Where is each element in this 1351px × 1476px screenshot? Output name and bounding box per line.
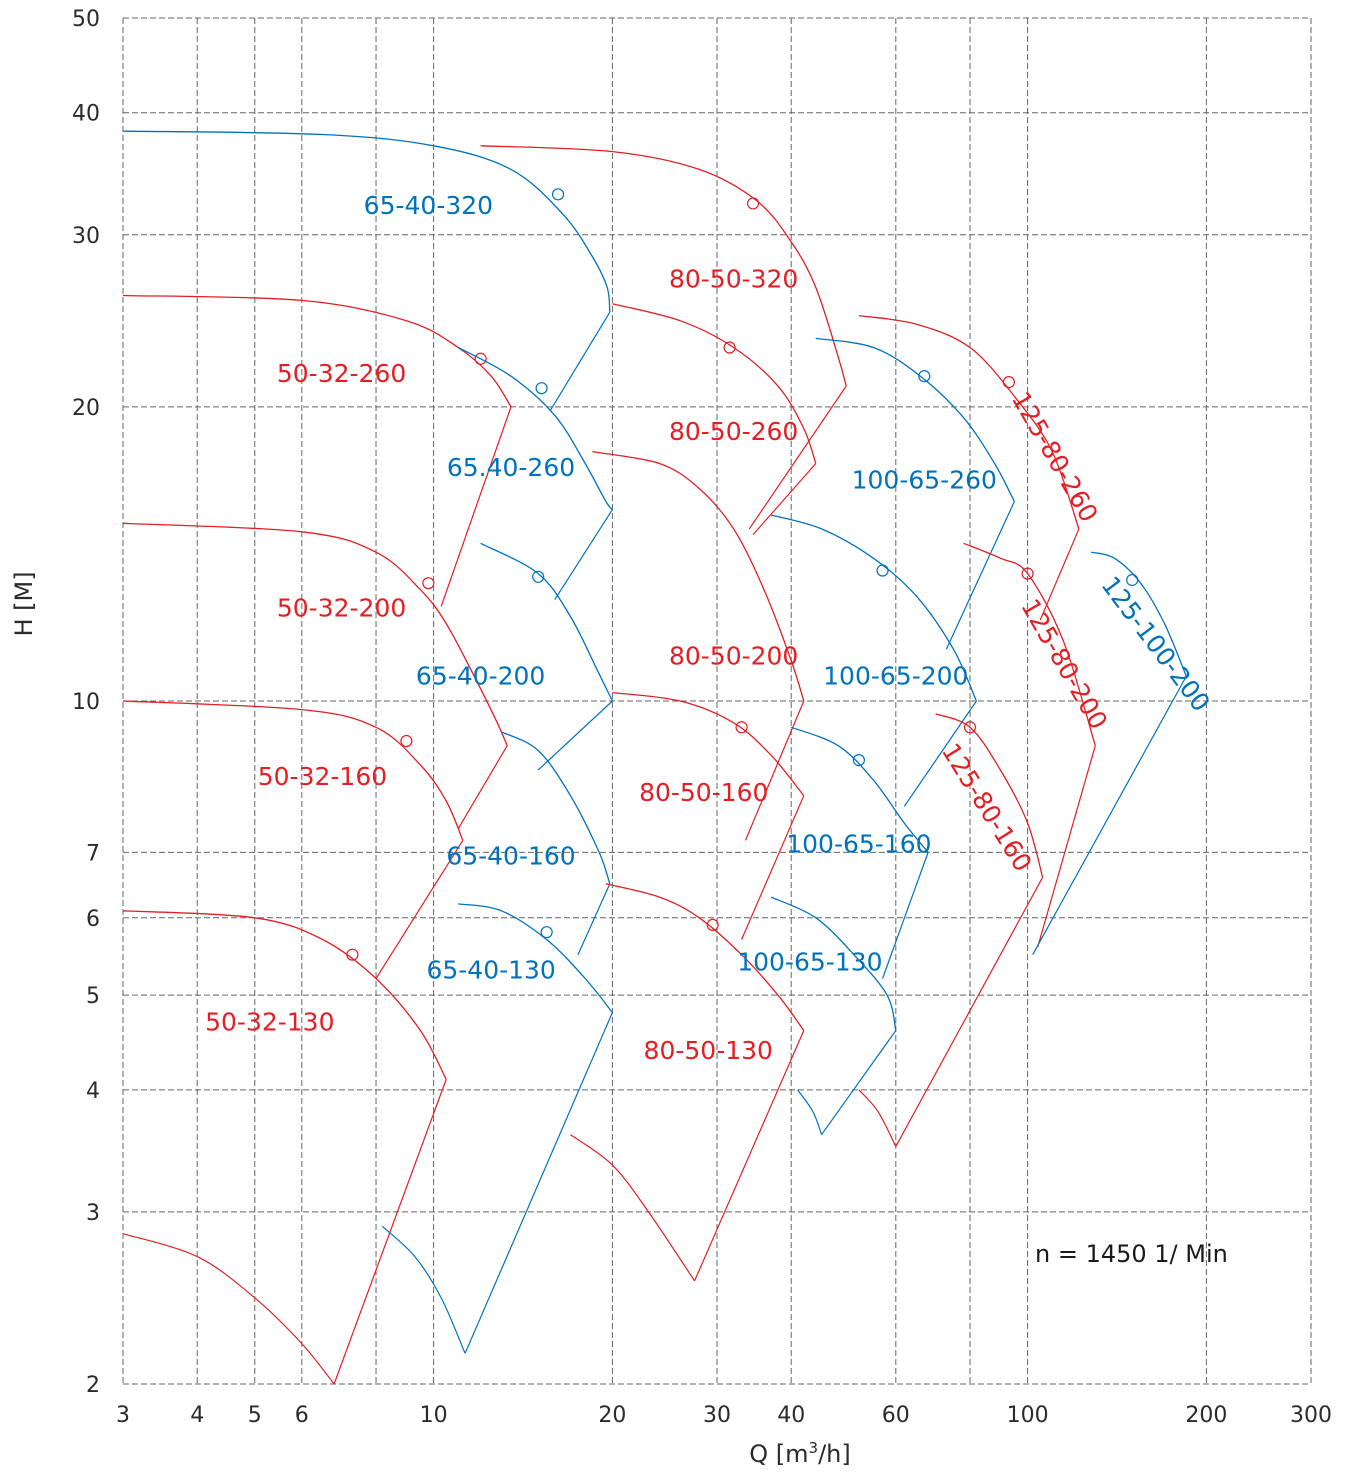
curve-label-65-40-260: 65.40-260 <box>447 453 575 482</box>
curve-label-125-80-160: 125-80-160 <box>936 738 1038 877</box>
y-tick-label: 3 <box>86 1201 100 1226</box>
x-tick-label: 20 <box>598 1403 626 1428</box>
x-tick-label: 40 <box>777 1403 805 1428</box>
y-tick-label: 2 <box>86 1373 100 1398</box>
x-tick-label: 3 <box>116 1403 130 1428</box>
operating-limit-65-40-260 <box>555 510 613 600</box>
curve-label-100-65-260: 100-65-260 <box>852 465 997 494</box>
y-tick-label: 7 <box>86 841 100 866</box>
y-tick-label: 50 <box>72 7 100 32</box>
x-tick-label: 5 <box>248 1403 262 1428</box>
pump-curve-125-80-200 <box>964 543 1096 745</box>
curve-label-50-32-260: 50-32-260 <box>277 359 406 388</box>
bep-marker-80-50-320 <box>748 198 759 209</box>
lower-curve-segment <box>123 1234 334 1384</box>
y-tick-label: 40 <box>72 102 100 127</box>
curve-label-80-50-260: 80-50-260 <box>669 417 798 446</box>
operating-limit-50-32-130 <box>334 1079 446 1384</box>
curve-label-80-50-130: 80-50-130 <box>644 1036 773 1065</box>
curve-label-100-65-200: 100-65-200 <box>823 661 968 690</box>
x-tick-label: 10 <box>420 1403 448 1428</box>
y-tick-label: 6 <box>86 907 100 932</box>
curve-label-50-32-200: 50-32-200 <box>277 594 406 623</box>
curve-label-80-50-320: 80-50-320 <box>669 264 798 293</box>
curve-label-50-32-160: 50-32-160 <box>258 762 387 791</box>
operating-limit-65-40-320 <box>550 312 610 411</box>
y-axis-title: H [M] <box>10 571 38 636</box>
operating-limit-100-65-260 <box>946 502 1014 650</box>
operating-limit-80-50-200 <box>745 701 803 840</box>
curve-label-50-32-130: 50-32-130 <box>205 1008 334 1037</box>
operating-limit-65-40-200 <box>538 701 612 770</box>
bep-marker-50-32-160 <box>401 736 412 747</box>
curve-labels: 65-40-320 80-50-320 50-32-260 65.40-260 80-5… <box>205 191 1216 1065</box>
bep-marker-100-65-200 <box>877 565 888 576</box>
curve-label-65-40-200: 65-40-200 <box>416 661 545 690</box>
curve-label-100-65-130: 100-65-130 <box>737 947 882 976</box>
lower-curve-segment <box>571 1135 695 1281</box>
bep-marker-65-40-130 <box>541 927 552 938</box>
curve-label-125-80-200: 125-80-200 <box>1015 594 1113 734</box>
curve-label-125-80-260: 125-80-260 <box>1006 387 1104 527</box>
curve-label-80-50-200: 80-50-200 <box>669 641 798 670</box>
operating-limit-65-40-160 <box>578 884 610 955</box>
operating-limit-50-32-200 <box>458 746 507 829</box>
curve-label-100-65-160: 100-65-160 <box>786 829 931 858</box>
y-tick-label: 5 <box>86 984 100 1009</box>
lower-curve-segment <box>798 1090 822 1135</box>
x-tick-label: 6 <box>295 1403 309 1428</box>
y-tick-label: 20 <box>72 396 100 421</box>
operating-limit-100-65-160 <box>883 852 929 978</box>
y-tick-label: 30 <box>72 224 100 249</box>
x-tick-label: 300 <box>1290 1403 1332 1428</box>
bep-marker-65-40-260 <box>536 383 547 394</box>
x-tick-label: 30 <box>703 1403 731 1428</box>
curve-label-65-40-320: 65-40-320 <box>364 191 493 220</box>
x-tick-label: 4 <box>190 1403 204 1428</box>
curve-label-65-40-130: 65-40-130 <box>426 956 555 985</box>
operating-limit-80-50-320 <box>749 386 846 529</box>
speed-annotation: n = 1450 1/ Min <box>1035 1240 1228 1268</box>
y-tick-label: 4 <box>86 1079 100 1104</box>
x-tick-label: 60 <box>882 1403 910 1428</box>
operating-limit-50-32-260 <box>441 407 511 606</box>
curve-label-125-100-200: 125-100-200 <box>1096 571 1216 717</box>
pump-curve-50-32-260 <box>123 296 511 407</box>
pump-curves <box>123 131 1186 1384</box>
bep-marker-65-40-320 <box>553 189 564 200</box>
curve-label-80-50-160: 80-50-160 <box>639 778 768 807</box>
bep-marker-50-32-200 <box>423 578 434 589</box>
x-axis-title: Q [m3/h] <box>749 1439 850 1468</box>
lower-curve-segment <box>859 1090 896 1147</box>
x-tick-label: 200 <box>1185 1403 1227 1428</box>
operating-limit-65-40-130 <box>465 1012 612 1353</box>
operating-limit-80-50-130 <box>695 1031 804 1281</box>
pump-curve-65-40-260 <box>458 348 612 510</box>
grid-lines <box>123 18 1311 1384</box>
bep-marker-125-80-260 <box>1003 377 1014 388</box>
curve-label-65-40-160: 65-40-160 <box>446 842 575 871</box>
lower-curve-segment <box>382 1226 465 1353</box>
operating-limit-100-65-130 <box>822 1031 896 1135</box>
pump-curve-65-40-320 <box>123 131 610 312</box>
y-tick-label: 10 <box>72 690 100 715</box>
pump-curve-50-32-200 <box>123 523 507 745</box>
x-tick-label: 100 <box>1007 1403 1049 1428</box>
operating-limit-125-80-200 <box>1038 746 1096 947</box>
